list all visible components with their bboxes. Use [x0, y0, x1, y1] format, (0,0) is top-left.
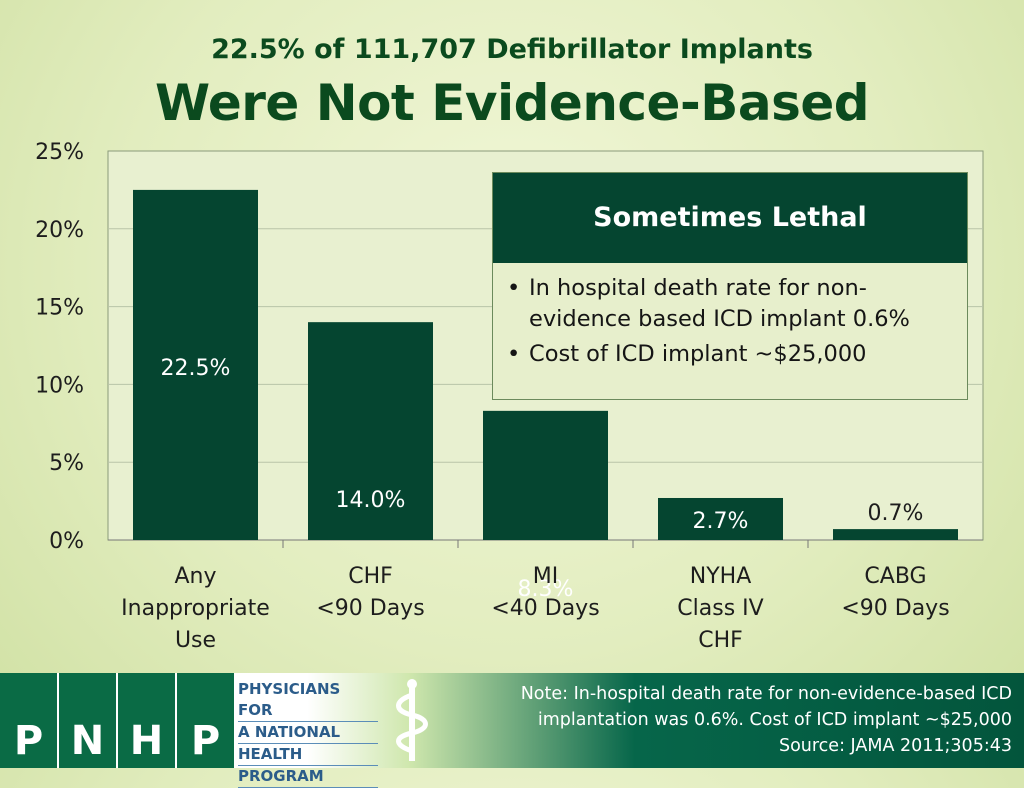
- bullet-icon: •: [507, 341, 521, 367]
- callout-bullet-text: Cost of ICD implant ~$25,000: [529, 341, 867, 367]
- y-tick-label: 20%: [35, 218, 84, 243]
- y-tick-label: 25%: [35, 140, 84, 165]
- note-line: implantation was 0.6%. Cost of ICD impla…: [537, 710, 1012, 730]
- source-line: Source: JAMA 2011;305:43: [778, 736, 1012, 756]
- logo-letter: P: [0, 673, 57, 768]
- x-category-label: Inappropriate: [121, 596, 270, 621]
- bar: [133, 189, 258, 540]
- x-category-label: CHF: [698, 628, 743, 653]
- bar: [658, 497, 783, 540]
- x-category-label: NYHA: [690, 564, 752, 589]
- callout-bullet: • Cost of ICD implant ~$25,000: [507, 339, 955, 370]
- pnhp-logo: P N H P: [0, 673, 236, 768]
- logo-wordmark: PHYSICIANS FOR A NATIONAL HEALTH PROGRAM: [238, 679, 378, 788]
- x-category-label: CABG: [864, 564, 926, 589]
- bullet-icon: •: [507, 275, 521, 301]
- y-tick-label: 5%: [49, 451, 84, 476]
- logo-letter: N: [59, 673, 116, 768]
- logo-letter: H: [118, 673, 175, 768]
- footer-bar: P N H P PHYSICIANS FOR A NATIONAL HEALTH…: [0, 673, 1024, 788]
- logo-letter: P: [177, 673, 234, 768]
- data-label: 22.5%: [161, 356, 231, 381]
- x-category-label: Any: [174, 564, 216, 589]
- title-block: 22.5% of 111,707 Defibrillator Implants …: [0, 30, 1024, 136]
- slide-title: Were Not Evidence-Based: [154, 74, 870, 132]
- footer-note: Note: In-hospital death rate for non-evi…: [521, 681, 1012, 759]
- data-label: 0.7%: [868, 501, 924, 526]
- y-tick-label: 15%: [35, 296, 84, 321]
- data-label: 14.0%: [336, 488, 406, 513]
- data-label: 8.3%: [518, 577, 574, 602]
- bar: [833, 529, 958, 540]
- note-line: Note: In-hospital death rate for non-evi…: [520, 684, 1012, 704]
- x-category-label: Class IV: [677, 596, 763, 621]
- bar: [483, 410, 608, 540]
- x-category-label: MI: [533, 564, 558, 589]
- caduceus-icon: [396, 679, 428, 761]
- callout-bullet-text: In hospital death rate for non- evidence…: [529, 275, 910, 332]
- callout-heading: Sometimes Lethal: [493, 173, 967, 263]
- x-category-label: Use: [175, 628, 216, 653]
- callout-body: • In hospital death rate for non- eviden…: [493, 263, 967, 370]
- y-tick-label: 0%: [49, 529, 84, 554]
- y-tick-label: 10%: [35, 373, 84, 398]
- callout-box: Sometimes Lethal • In hospital death rat…: [492, 172, 968, 400]
- x-category-label: <40 Days: [491, 596, 599, 621]
- data-label: 2.7%: [693, 509, 749, 534]
- x-category-label: CHF: [348, 564, 393, 589]
- bar: [308, 322, 433, 540]
- x-category-label: <90 Days: [841, 596, 949, 621]
- callout-bullet: • In hospital death rate for non- eviden…: [507, 273, 955, 335]
- slide-subtitle: 22.5% of 111,707 Defibrillator Implants: [211, 34, 813, 65]
- x-category-label: <90 Days: [316, 596, 424, 621]
